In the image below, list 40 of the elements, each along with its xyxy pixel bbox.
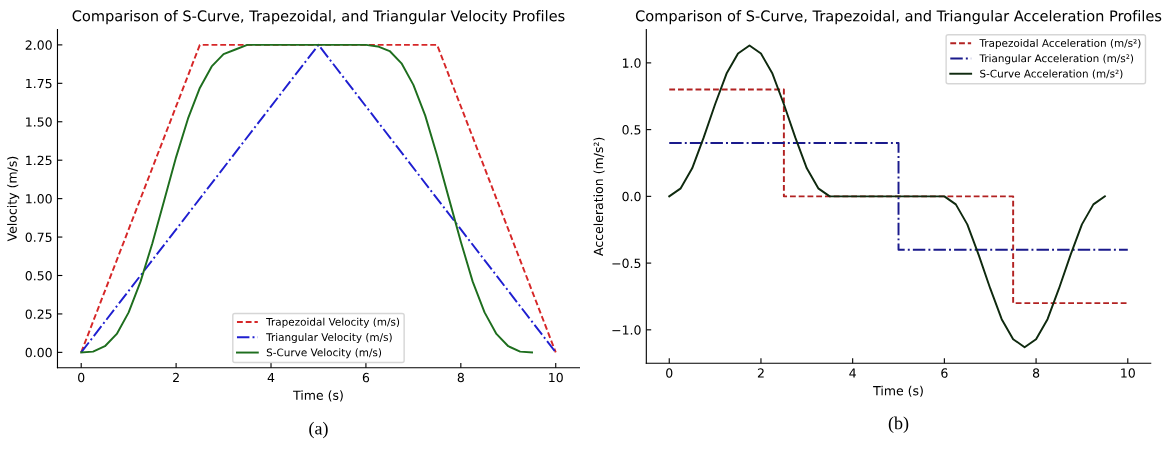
x-axis-title: Time (s): [873, 385, 923, 397]
text: (a): [309, 421, 328, 439]
legend-label: S-Curve Acceleration (m/s²): [980, 69, 1123, 79]
y-tick-label: 0.5: [622, 125, 641, 135]
x-tick-label: 8: [457, 372, 464, 383]
x-tick-label: 10: [549, 372, 563, 383]
x-tick-label: 0: [666, 368, 673, 378]
y-tick-label: 0.00: [25, 347, 52, 358]
y-tick-label: 0.25: [25, 309, 52, 319]
y-tick-label: 1.50: [26, 117, 52, 127]
y-tick-label: 0.0: [622, 191, 641, 202]
y-tick-label: −0.5: [612, 258, 641, 269]
x-tick-label: 8: [1032, 368, 1040, 378]
chart-title: Comparison of S-Curve, Trapezoidal, and Triangular Velocity Profiles: [72, 10, 565, 25]
y-axis-title: Acceleration (m/s²): [593, 137, 605, 256]
y-tick-label: 1.00: [26, 194, 52, 204]
y-tick-label: 1.0: [622, 58, 641, 68]
x-tick-label: 10: [1121, 368, 1135, 378]
legend-label: Triangular Velocity (m/s): [266, 332, 392, 344]
x-tick-label: 0: [78, 372, 85, 383]
chart-title: Comparison of S-Curve, Trapezoidal, and Triangular Acceleration Profiles: [635, 10, 1162, 25]
x-tick-label: 4: [267, 372, 275, 383]
y-tick-label: −1.0: [612, 325, 641, 335]
x-tick-label: 6: [362, 372, 370, 383]
text: (b): [888, 416, 909, 433]
y-tick-label: 0.50: [25, 270, 52, 281]
y-tick-label: 0.75: [25, 232, 52, 242]
x-tick-label: 4: [849, 368, 856, 378]
legend-label: Trapezoidal Velocity (m/s): [266, 317, 400, 328]
y-tick-label: 2.00: [25, 40, 52, 50]
legend-label: Trapezoidal Acceleration (m/s²): [979, 38, 1141, 49]
legend-label: S-Curve Velocity (m/s): [266, 348, 382, 359]
x-tick-label: 6: [941, 368, 948, 378]
x-axis-title: Time (s): [293, 390, 343, 402]
y-axis-title: Velocity (m/s): [7, 156, 20, 242]
x-tick-label: 2: [173, 372, 179, 383]
legend-label: Triangular Acceleration (m/s²): [979, 54, 1134, 65]
y-tick-label: 1.75: [26, 78, 52, 89]
y-tick-label: 1.25: [26, 155, 52, 166]
x-tick-label: 2: [757, 368, 764, 378]
